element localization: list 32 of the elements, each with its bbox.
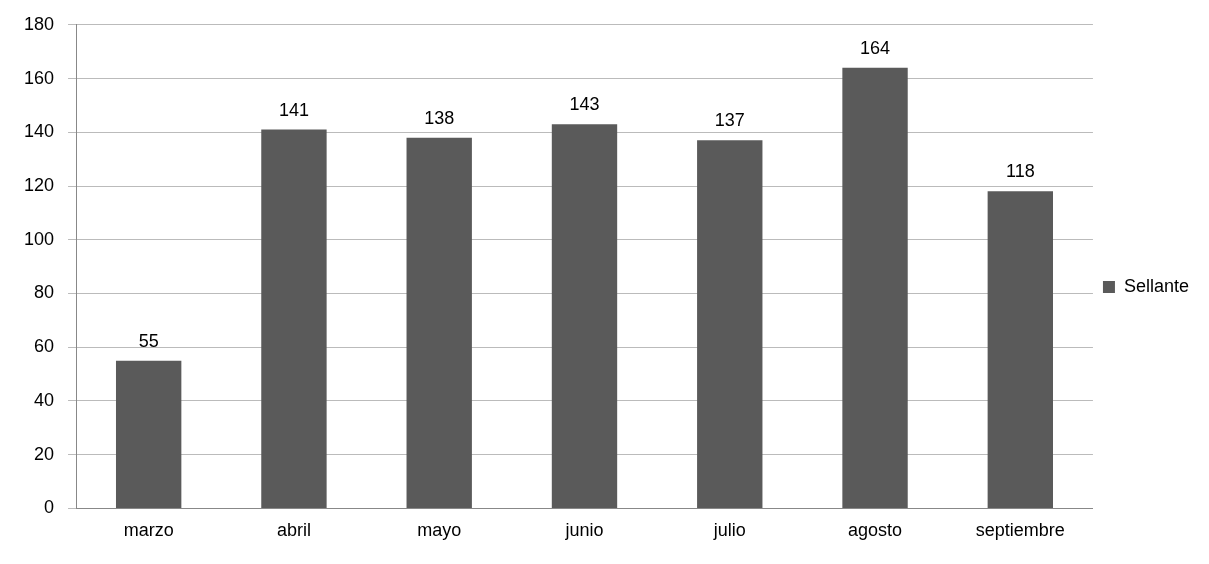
x-tick-label: julio xyxy=(712,520,746,541)
data-label: 118 xyxy=(1005,161,1035,182)
x-tick-label: abril xyxy=(276,520,311,541)
data-label: 164 xyxy=(860,37,891,58)
data-label: 141 xyxy=(278,99,309,120)
y-tick-label: 0 xyxy=(44,497,55,518)
data-label: 137 xyxy=(714,110,745,131)
x-tick-label: junio xyxy=(564,520,604,541)
y-tick-label: 40 xyxy=(34,389,55,410)
y-tick-label: 120 xyxy=(23,174,55,195)
bar xyxy=(842,67,908,508)
x-tick-label: septiembre xyxy=(975,520,1065,541)
y-tick-label: 20 xyxy=(34,443,55,464)
x-tick-label: mayo xyxy=(417,520,462,541)
y-tick-label: 100 xyxy=(23,228,55,249)
y-tick-label: 140 xyxy=(23,121,55,142)
y-tick-label: 180 xyxy=(23,13,55,34)
data-label: 55 xyxy=(138,330,159,351)
data-label: 143 xyxy=(569,94,600,115)
x-tick-label: marzo xyxy=(123,520,174,541)
y-tick-label: 60 xyxy=(34,336,55,357)
bar xyxy=(697,140,763,508)
bar xyxy=(115,360,182,508)
y-tick-label: 160 xyxy=(23,67,55,88)
data-label: 138 xyxy=(424,107,455,128)
bar xyxy=(261,129,327,508)
x-tick-label: agosto xyxy=(848,520,903,541)
bar xyxy=(551,124,618,508)
bar xyxy=(987,191,1053,508)
legend-label: Sellante xyxy=(1123,275,1190,296)
bar xyxy=(406,137,472,508)
y-tick-label: 80 xyxy=(34,282,55,303)
